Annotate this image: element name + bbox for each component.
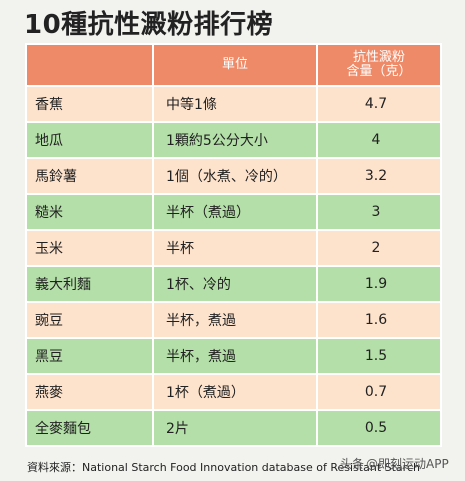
food-unit: 1顆約5公分大小	[152, 121, 318, 159]
table-row: 馬鈴薯 1個（水煮、冷的） 3.2	[25, 157, 442, 195]
food-unit: 1杯、冷的	[152, 265, 318, 303]
watermark: 头条 @即刻运动APP	[340, 455, 451, 472]
food-name: 糙米	[25, 193, 154, 231]
table-row: 豌豆 半杯，煮過 1.6	[25, 301, 442, 339]
food-unit: 半杯（煮過）	[152, 193, 318, 231]
table-header-row: 單位 抗性澱粉 含量（克）	[25, 43, 442, 87]
header-unit: 單位	[152, 43, 318, 87]
food-name: 地瓜	[25, 121, 154, 159]
food-name: 義大利麵	[25, 265, 154, 303]
food-name: 豌豆	[25, 301, 154, 339]
table-row: 糙米 半杯（煮過） 3	[25, 193, 442, 231]
table-row: 全麥麵包 2片 0.5	[25, 409, 442, 447]
table-row: 玉米 半杯 2	[25, 229, 442, 267]
table-row: 地瓜 1顆約5公分大小 4	[25, 121, 442, 159]
table-row: 香蕉 中等1條 4.7	[25, 85, 442, 123]
food-unit: 1杯（煮過）	[152, 373, 318, 411]
food-name: 玉米	[25, 229, 154, 267]
watermark-account: @即刻运动APP	[366, 457, 449, 471]
page-title: 10種抗性澱粉排行榜	[24, 10, 274, 40]
starch-value: 4	[316, 121, 442, 159]
starch-value: 1.6	[316, 301, 442, 339]
starch-value: 2	[316, 229, 442, 267]
ranking-table: 單位 抗性澱粉 含量（克） 香蕉 中等1條 4.7 地瓜 1顆約5公分大小 4 …	[25, 43, 442, 447]
header-content-line1: 抗性澱粉	[352, 50, 405, 65]
starch-value: 0.7	[316, 373, 442, 411]
header-content-line2: 含量（克）	[346, 64, 412, 79]
starch-value: 3.2	[316, 157, 442, 195]
table-row: 燕麥 1杯（煮過） 0.7	[25, 373, 442, 411]
food-unit: 1個（水煮、冷的）	[152, 157, 318, 195]
starch-value: 3	[316, 193, 442, 231]
food-name: 香蕉	[25, 85, 154, 123]
table-row: 黑豆 半杯，煮過 1.5	[25, 337, 442, 375]
starch-value: 1.9	[316, 265, 442, 303]
food-unit: 中等1條	[152, 85, 318, 123]
food-name: 燕麥	[25, 373, 154, 411]
resistant-starch-table: 單位 抗性澱粉 含量（克） 香蕉 中等1條 4.7 地瓜 1顆約5公分大小 4 …	[25, 43, 442, 447]
food-unit: 2片	[152, 409, 318, 447]
starch-value: 4.7	[316, 85, 442, 123]
food-name: 馬鈴薯	[25, 157, 154, 195]
starch-value: 0.5	[316, 409, 442, 447]
food-unit: 半杯，煮過	[152, 337, 318, 375]
food-unit: 半杯	[152, 229, 318, 267]
table-row: 義大利麵 1杯、冷的 1.9	[25, 265, 442, 303]
source-note: 資料來源：National Starch Food Innovation dat…	[27, 461, 420, 474]
header-food	[25, 43, 154, 87]
food-name: 全麥麵包	[25, 409, 154, 447]
food-unit: 半杯，煮過	[152, 301, 318, 339]
header-content: 抗性澱粉 含量（克）	[316, 43, 442, 87]
watermark-platform: 头条	[340, 457, 365, 471]
food-name: 黑豆	[25, 337, 154, 375]
starch-value: 1.5	[316, 337, 442, 375]
